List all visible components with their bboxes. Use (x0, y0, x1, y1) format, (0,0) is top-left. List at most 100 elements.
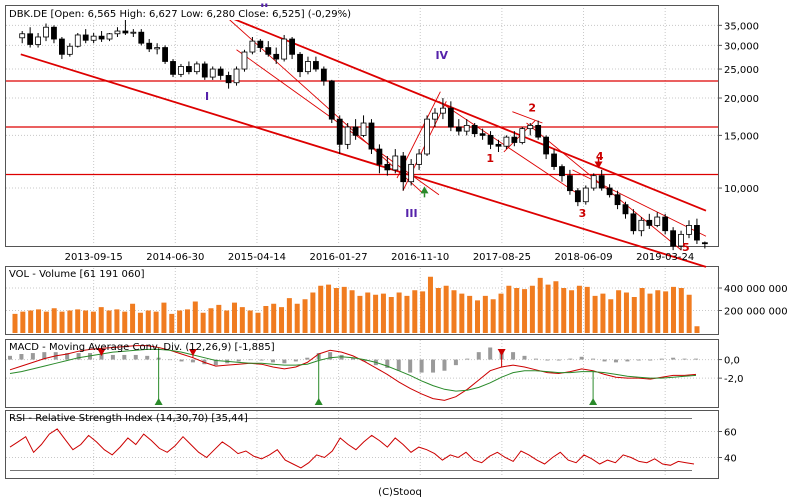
volume-bar (482, 295, 488, 333)
candle-body (170, 61, 176, 75)
volume-bar (302, 299, 308, 333)
volume-bar (286, 298, 292, 333)
macd-histogram-bar (213, 359, 218, 366)
macd-histogram-bar (65, 353, 70, 360)
candle-body (344, 126, 351, 145)
macd-histogram-bar (419, 359, 424, 373)
volume-bar (67, 310, 73, 333)
candle-body (376, 148, 383, 165)
volume-bar (639, 288, 645, 333)
y-tick-label: 30,000 (724, 41, 759, 52)
macd-histogram-bar (168, 359, 173, 361)
candle-body (416, 153, 423, 165)
price-title: DBK.DE [Open: 6,565 High: 6,627 Low: 6,2… (9, 9, 351, 20)
volume-bar (686, 294, 692, 333)
volume-bar (600, 293, 606, 333)
volume-bar (75, 309, 81, 333)
macd-series (8, 345, 698, 405)
x-tick-label: 2016-01-27 (310, 252, 368, 263)
candle-body (66, 45, 73, 55)
wave-label: 4 (596, 150, 604, 163)
candle-body (440, 107, 446, 114)
volume-bar (694, 326, 700, 333)
y-tick-label: 60 (724, 428, 737, 439)
volume-bar (326, 284, 332, 333)
volume-bar (655, 290, 661, 333)
wave-label: III (405, 207, 417, 220)
macd-histogram-bar (282, 359, 287, 364)
candle-body (217, 68, 224, 76)
candle-body (186, 66, 192, 73)
axis-labels: 2013-09-15 2014-06-30 2015-04-14 2016-01-27… (65, 21, 788, 464)
volume-bar (106, 310, 112, 333)
macd-histogram-bar (465, 358, 470, 360)
candle-body (574, 190, 581, 203)
x-tick-label: 2018-06-09 (554, 252, 612, 263)
volume-bar (224, 310, 230, 333)
volume-bar (569, 290, 575, 333)
volume-bar (553, 281, 559, 333)
sub-channel-line (512, 111, 543, 124)
candle-body (543, 136, 550, 155)
candle-body (98, 35, 105, 40)
volume-bar (36, 309, 42, 333)
volume-bar (349, 290, 355, 333)
candle-body (130, 31, 137, 34)
macd-histogram-bar (351, 357, 355, 360)
candle-body (408, 163, 415, 183)
volume-bar (200, 312, 206, 333)
volume-title: VOL - Volume [61 191 060] (9, 269, 145, 280)
macd-histogram-bar (694, 358, 698, 360)
rsi-series (9, 418, 695, 471)
y-tick-label: 15,000 (724, 131, 759, 142)
macd-histogram-bar (545, 359, 550, 361)
candle-body (630, 213, 637, 232)
volume-bar (279, 307, 285, 333)
volume-bar (506, 285, 512, 333)
candle-body (360, 122, 367, 136)
volume-bar (255, 312, 261, 333)
volume-bar (373, 294, 379, 333)
macd-histogram-bar (8, 355, 12, 360)
volume-bar (208, 308, 214, 333)
x-tick-label: 2019-03-24 (636, 252, 694, 263)
macd-title: MACD - Moving Average Conv. Div. (12,26,… (9, 342, 275, 353)
candle-body (297, 53, 303, 73)
macd-histogram-bar (99, 354, 104, 360)
volume-bar (522, 289, 528, 333)
candle-body (51, 26, 57, 40)
candle-body (686, 225, 692, 235)
candle-body (368, 122, 375, 150)
volume-bar (420, 291, 426, 333)
candle-body (336, 118, 343, 145)
volume-bar (490, 299, 496, 333)
volume-bar (20, 311, 26, 333)
volume-bar (12, 313, 18, 333)
macd-histogram-bar (76, 353, 81, 360)
wave-label: 2 (528, 102, 536, 115)
volume-bar (404, 295, 410, 333)
macd-histogram-bar (636, 359, 641, 361)
volume-bar (161, 302, 167, 333)
macd-histogram-bar (190, 359, 195, 363)
price-title-bg (7, 7, 323, 20)
candle-body (178, 66, 184, 75)
macd-sell-marker-icon (497, 349, 506, 356)
macd-histogram-bar (236, 359, 241, 362)
candle-body (614, 194, 621, 206)
volume-bar (412, 290, 418, 333)
candle-body (265, 47, 272, 55)
candle-body (58, 38, 65, 55)
macd-histogram-bar (442, 359, 447, 371)
volume-bar (576, 285, 582, 333)
candle-body (281, 38, 288, 60)
macd-histogram-bar (556, 359, 561, 361)
wave-label: IV (435, 49, 448, 62)
volume-bar (475, 300, 481, 333)
wave-label: 3 (579, 207, 587, 220)
x-tick-label: 2015-04-14 (228, 252, 286, 263)
candle-body (471, 124, 478, 135)
volume-bar (451, 290, 457, 333)
volume-bar (467, 295, 473, 333)
macd-histogram-bar (625, 359, 630, 362)
